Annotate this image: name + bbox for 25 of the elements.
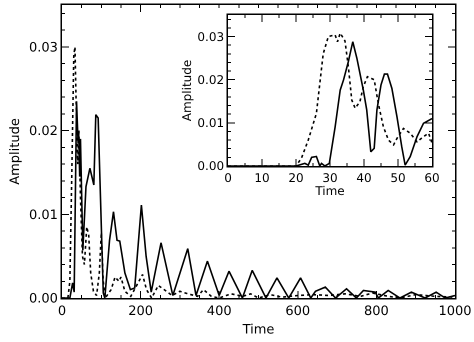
x-axis-title: Time	[242, 322, 274, 338]
y-tick-label: 0.00	[197, 159, 224, 174]
x-axis-title: Time	[314, 184, 345, 198]
y-tick-label: 0.01	[28, 208, 58, 223]
x-tick-label: 800	[364, 304, 389, 320]
y-tick-label: 0.03	[197, 30, 224, 44]
x-tick-label: 0	[58, 304, 66, 320]
x-tick-label: 60	[424, 170, 440, 185]
x-tick-label: 1000	[438, 304, 472, 320]
y-axis-title: Amplitude	[8, 118, 24, 185]
y-tick-label: 0.03	[28, 40, 58, 56]
y-axis-title: Amplitude	[180, 60, 194, 122]
x-tick-label: 10	[254, 170, 270, 185]
y-tick-label: 0.01	[197, 116, 224, 130]
y-tick-label: 0.02	[197, 72, 224, 87]
x-tick-label: 400	[206, 304, 232, 320]
x-tick-label: 50	[390, 170, 406, 185]
y-tick-label: 0.02	[28, 124, 58, 140]
x-tick-label: 20	[288, 170, 304, 185]
x-tick-label: 600	[285, 304, 310, 320]
y-tick-label: 0.00	[28, 292, 58, 307]
x-tick-label: 0	[224, 170, 232, 185]
x-tick-label: 30	[322, 170, 338, 185]
x-tick-label: 200	[128, 304, 154, 320]
x-tick-label: 40	[356, 170, 372, 185]
